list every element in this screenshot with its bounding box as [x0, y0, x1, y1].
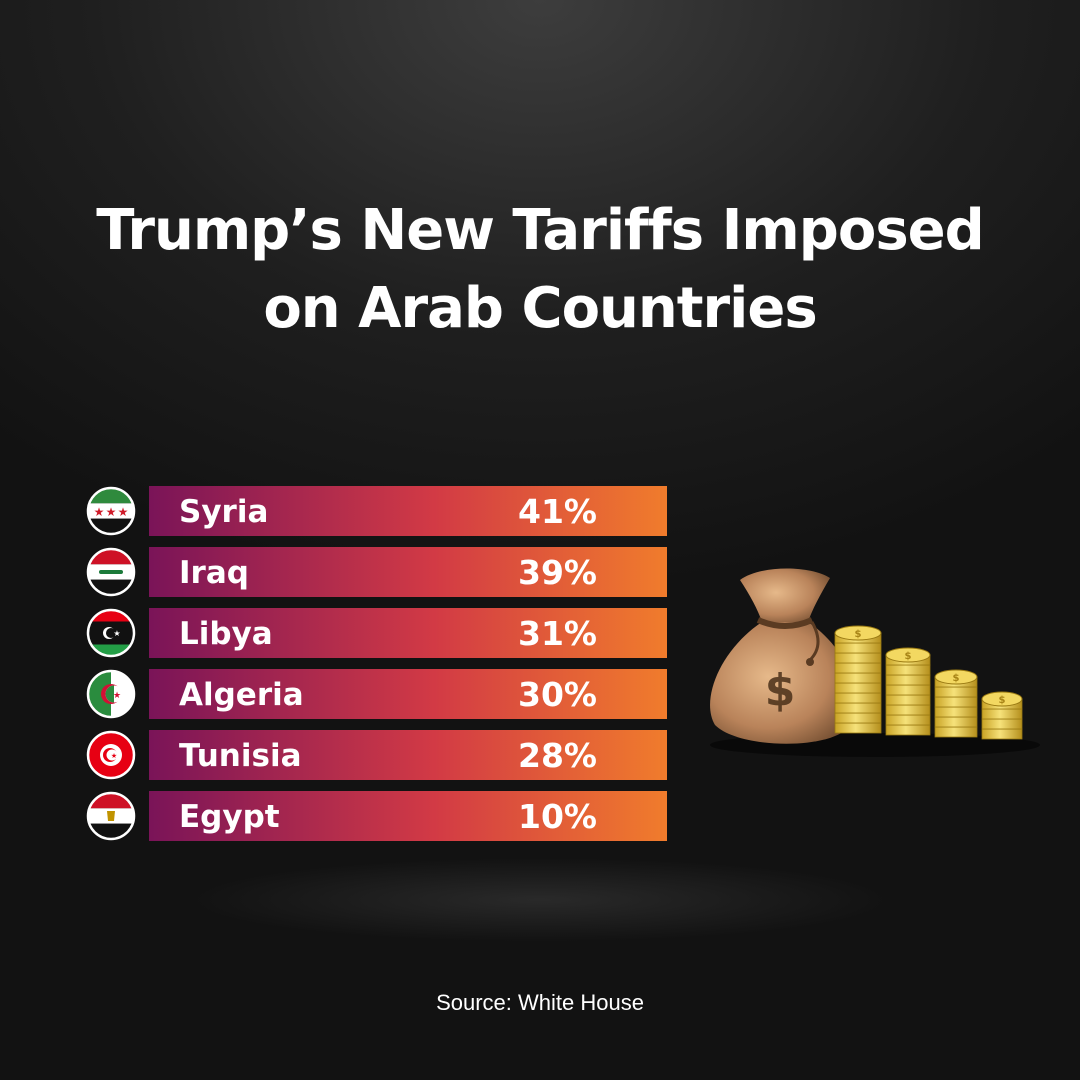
money-illustration: $ $ $ $ $: [710, 568, 1040, 757]
libya-flag-icon: ★: [86, 608, 136, 658]
bar-category-label: Tunisia: [179, 738, 302, 774]
bar-row-libya: ★ Libya 31%: [86, 608, 667, 658]
svg-text:★: ★: [113, 691, 121, 701]
syria-flag-icon: ★ ★ ★: [86, 486, 136, 536]
bar-row-egypt: Egypt 10%: [86, 791, 667, 841]
chart-title: Trump’s New Tariffs Imposed on Arab Coun…: [90, 192, 990, 348]
egypt-flag-icon: [86, 791, 136, 841]
svg-text:★: ★: [94, 505, 105, 519]
bar: [149, 730, 667, 780]
svg-text:★: ★: [113, 629, 120, 638]
floor-glow: [40, 840, 1040, 960]
svg-text:★: ★: [111, 752, 117, 760]
chart-title-line-2: on Arab Countries: [263, 276, 817, 341]
bar-value-label: 39%: [518, 553, 597, 592]
bar: [149, 669, 667, 719]
svg-text:$: $: [953, 673, 960, 684]
svg-text:$: $: [855, 629, 862, 640]
bar: [149, 547, 667, 597]
bar-value-label: 28%: [518, 736, 597, 775]
bar-value-label: 30%: [518, 675, 597, 714]
bar: [149, 486, 667, 536]
bar-row-iraq: Iraq 39%: [86, 547, 667, 597]
bar-row-tunisia: ★ Tunisia 28%: [86, 730, 667, 780]
svg-text:$: $: [999, 695, 1006, 706]
svg-text:★: ★: [106, 505, 117, 519]
money-bag-icon: $: [710, 568, 856, 744]
svg-text:$: $: [905, 651, 912, 662]
svg-text:★: ★: [118, 505, 129, 519]
coin-stacks-icon: $ $ $ $: [834, 625, 1023, 740]
bar-row-algeria: ★ Algeria 30%: [86, 669, 667, 719]
bar-value-label: 31%: [518, 614, 597, 653]
tunisia-flag-icon: ★: [86, 730, 136, 780]
algeria-flag-icon: ★: [86, 669, 136, 719]
iraq-flag-icon: [86, 547, 136, 597]
bar-category-label: Egypt: [179, 799, 280, 835]
bar-category-label: Algeria: [179, 677, 304, 713]
chart-title-line-1: Trump’s New Tariffs Imposed: [96, 198, 984, 263]
bar: [149, 791, 667, 841]
source-note: Source: White House: [436, 990, 644, 1015]
bar-category-label: Syria: [179, 494, 268, 530]
bar-category-label: Libya: [179, 616, 273, 652]
bar-row-syria: ★ ★ ★ Syria 41%: [86, 486, 667, 536]
bar-value-label: 10%: [518, 797, 597, 836]
svg-text:$: $: [765, 665, 796, 716]
bar-category-label: Iraq: [179, 555, 249, 591]
bar-value-label: 41%: [518, 492, 597, 531]
bar: [149, 608, 667, 658]
